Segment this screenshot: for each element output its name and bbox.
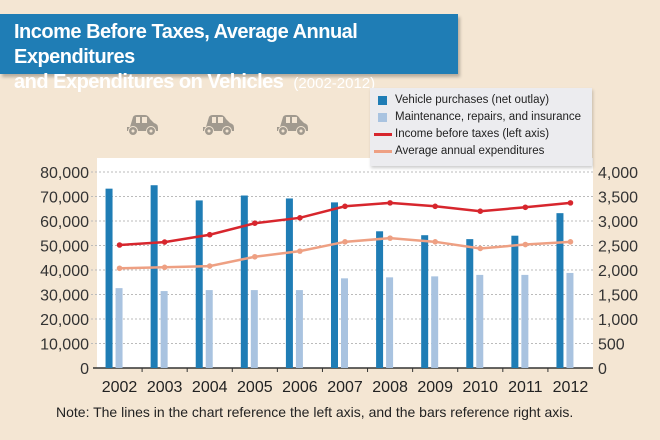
point-expenditures — [342, 239, 348, 245]
point-income — [567, 200, 574, 206]
point-expenditures — [297, 248, 303, 254]
point-income — [387, 200, 393, 206]
point-expenditures — [252, 253, 258, 260]
bar-vehicle-purchases — [376, 231, 384, 368]
legend-label: Average annual expenditures — [395, 145, 545, 157]
point-income — [522, 204, 529, 211]
right-axis-tick: 500 — [598, 337, 625, 354]
right-axis-tick: 1,000 — [598, 312, 638, 329]
car-icon — [277, 115, 308, 136]
legend-maintenance: Maintenance, repairs, and insurance — [378, 109, 581, 125]
car-icon — [127, 115, 158, 136]
left-axis-tick: 20,000 — [40, 312, 89, 329]
legend-label: Maintenance, repairs, and insurance — [395, 111, 582, 123]
left-axis-tick: 40,000 — [40, 263, 89, 280]
x-axis-label: 2002 — [102, 379, 138, 396]
bar-vehicle-purchases — [105, 188, 113, 368]
point-expenditures — [387, 235, 393, 241]
x-axis-label: 2003 — [147, 379, 183, 396]
point-income — [432, 203, 438, 210]
left-axis-tick: 50,000 — [40, 239, 89, 256]
bar-vehicle-purchases — [421, 235, 429, 368]
right-axis-tick: 3,000 — [598, 214, 638, 231]
point-income — [252, 220, 258, 227]
point-income — [116, 242, 123, 248]
bar-vehicle-purchases — [150, 185, 158, 368]
bar-maintenance — [250, 290, 258, 368]
x-axis-label: 2008 — [372, 379, 408, 396]
legend-expenditures: Average annual expenditures — [374, 143, 545, 159]
bar-maintenance — [295, 290, 303, 368]
bar-vehicle-purchases — [556, 213, 564, 368]
left-axis-tick: 30,000 — [40, 288, 89, 305]
point-income — [477, 208, 484, 214]
right-axis-tick: 2,000 — [598, 263, 638, 280]
legend-label: Vehicle purchases (net outlay) — [395, 94, 550, 106]
right-axis-tick: 4,000 — [598, 165, 638, 182]
bar-maintenance — [341, 278, 348, 368]
x-axis-label: 2004 — [192, 379, 228, 396]
legend-vehicle: Vehicle purchases (net outlay) — [378, 92, 549, 108]
bar-vehicle-purchases — [511, 235, 519, 368]
x-axis-label: 2009 — [417, 379, 453, 396]
left-axis-tick: 70,000 — [40, 190, 89, 207]
bar-vehicle-purchases — [331, 202, 338, 368]
left-axis-tick: 80,000 — [40, 165, 89, 182]
point-expenditures — [206, 263, 213, 269]
bar-vehicle-purchases — [285, 198, 293, 368]
point-income — [206, 231, 213, 238]
right-axis-tick: 2,500 — [598, 239, 638, 256]
left-axis-tick: 10,000 — [40, 337, 89, 354]
bar-maintenance — [160, 291, 168, 368]
chart-note: Note: The lines in the chart reference t… — [56, 404, 574, 420]
point-expenditures — [522, 241, 529, 248]
point-income — [342, 203, 348, 210]
x-axis-label: 2007 — [327, 379, 363, 396]
bar-maintenance — [566, 272, 574, 368]
x-axis-label: 2005 — [237, 379, 273, 396]
title-line-1: Income Before Taxes, Average Annual Expe… — [14, 21, 358, 68]
point-income — [297, 215, 303, 221]
legend-label: Income before taxes (left axis) — [395, 128, 550, 140]
bar-vehicle-purchases — [195, 200, 203, 368]
title-line-2: and Expenditures on Vehicles — [14, 71, 284, 93]
car-icon — [203, 115, 234, 136]
legend-income: Income before taxes (left axis) — [374, 126, 550, 142]
point-expenditures — [161, 264, 168, 271]
x-axis-label: 2012 — [553, 379, 589, 396]
bar-maintenance — [205, 290, 213, 368]
bar-vehicle-purchases — [466, 239, 474, 368]
bar-maintenance — [431, 276, 439, 368]
point-expenditures — [432, 239, 438, 245]
point-income — [161, 239, 168, 245]
right-axis-tick: 3,500 — [598, 190, 638, 207]
bar-maintenance — [115, 288, 123, 368]
left-axis-tick: 60,000 — [40, 214, 89, 231]
x-axis-label: 2010 — [462, 379, 498, 396]
x-axis-label: 2006 — [282, 379, 318, 396]
chart-title: Income Before Taxes, Average Annual Expe… — [0, 14, 458, 93]
point-expenditures — [567, 239, 574, 245]
point-expenditures — [477, 245, 484, 252]
title-years: (2002-2012) — [293, 75, 376, 92]
bar-vehicle-purchases — [240, 195, 248, 368]
bar-maintenance — [386, 277, 394, 368]
right-axis-tick: 1,500 — [598, 288, 638, 305]
point-expenditures — [116, 265, 123, 272]
bar-maintenance — [476, 274, 484, 368]
legend: Vehicle purchases (net outlay) Maintenan… — [370, 88, 592, 166]
bar-maintenance — [521, 274, 529, 368]
x-axis-label: 2011 — [508, 379, 543, 396]
right-axis-tick: 0 — [598, 361, 607, 378]
left-axis-tick: 0 — [80, 361, 89, 378]
